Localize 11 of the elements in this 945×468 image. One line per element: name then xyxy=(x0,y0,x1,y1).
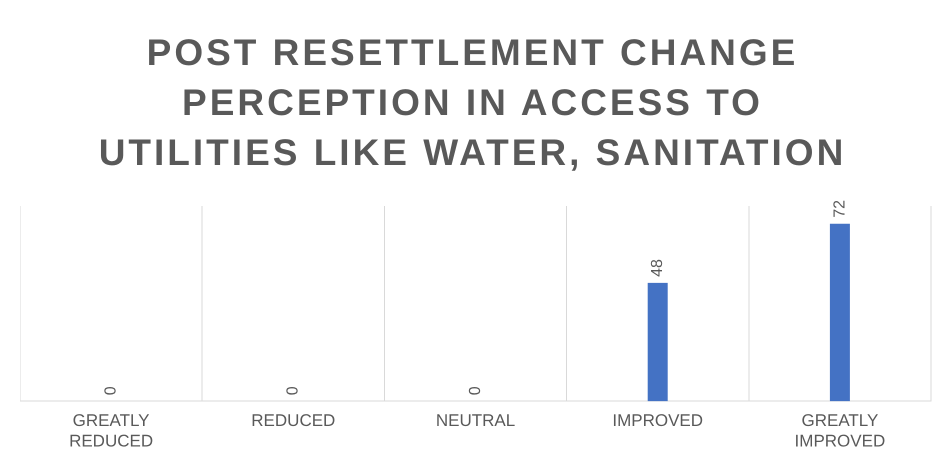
x-tick-label: NEUTRAL xyxy=(436,411,516,430)
x-tick-label: GREATLY REDUCED xyxy=(69,411,154,450)
chart-title: POST RESETTLEMENT CHANGE PERCEPTION IN ACCESS TO UTILITIES LIKE WATER, SANITATION xyxy=(98,31,848,175)
data-label: 0 xyxy=(284,386,302,396)
data-label: 0 xyxy=(102,386,120,396)
data-label: 72 xyxy=(831,200,848,218)
x-tick-label: GREATLY IMPROVED xyxy=(794,411,886,450)
data-label: 0 xyxy=(466,386,484,396)
data-label: 48 xyxy=(649,259,666,277)
x-tick-label: REDUCED xyxy=(251,411,336,430)
x-tick-label: IMPROVED xyxy=(612,411,704,430)
